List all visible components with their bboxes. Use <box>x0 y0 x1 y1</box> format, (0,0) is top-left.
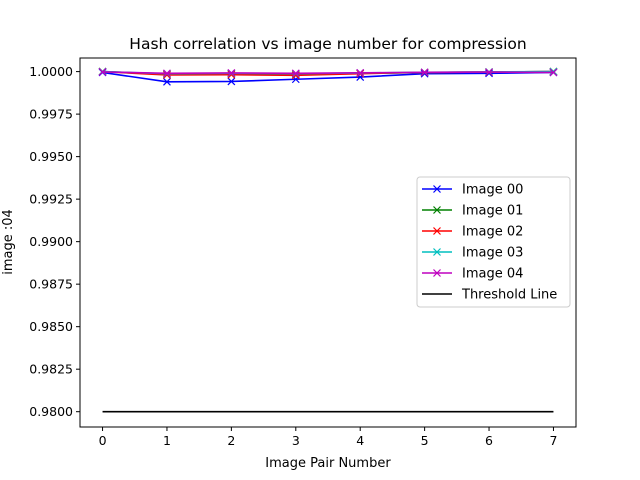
series-line <box>102 71 554 75</box>
y-tick-label: 0.9975 <box>29 107 73 122</box>
y-tick-label: 0.9925 <box>29 192 73 207</box>
x-tick-label: 7 <box>549 433 557 448</box>
legend-entry: Image 04 <box>422 267 523 282</box>
legend: Image 00 Image 01 Image 02 Image 03 Image 04… <box>416 176 571 308</box>
legend-marker <box>433 206 441 214</box>
legend-entry: Image 00 <box>422 183 523 198</box>
legend-marker <box>433 269 441 277</box>
legend-entry: Image 01 <box>422 204 523 219</box>
y-tick-label: 0.9900 <box>29 234 73 249</box>
data-point <box>485 69 493 78</box>
y-axis-ticks: 0.9800 0.9825 0.9850 0.9875 0.9900 0.9925 0.99… <box>29 64 80 419</box>
data-point <box>227 77 236 86</box>
data-point <box>163 69 171 78</box>
legend-label: Image 03 <box>462 246 523 261</box>
legend-marker <box>433 248 441 256</box>
legend-marker <box>433 227 441 235</box>
legend-label: Image 04 <box>462 267 523 282</box>
series-line <box>102 71 554 83</box>
legend-entry: Image 02 <box>422 225 523 240</box>
legend-label: Image 02 <box>462 225 523 240</box>
x-tick-label: 6 <box>485 433 493 448</box>
series-layer <box>98 67 558 413</box>
legend-frame <box>416 176 571 308</box>
x-axis-label: Image Pair Number <box>265 456 391 471</box>
axes-frame <box>79 57 577 428</box>
legend-label: Threshold Line <box>461 288 557 303</box>
x-tick-label: 2 <box>227 433 235 448</box>
legend-items: Image 00 Image 01 Image 02 Image 03 Image 04… <box>422 183 557 303</box>
data-point <box>163 77 171 86</box>
x-tick-label: 5 <box>421 433 429 448</box>
data-point <box>485 68 493 77</box>
legend-marker <box>433 185 441 193</box>
y-tick-label: 0.9800 <box>29 404 73 419</box>
chart-title: Hash correlation vs image number for com… <box>129 35 526 53</box>
y-tick-label: 0.9825 <box>29 362 73 377</box>
y-tick-label: 0.9950 <box>29 149 73 164</box>
series-image-04 <box>98 68 558 78</box>
x-tick-label: 3 <box>292 433 300 448</box>
x-tick-label: 4 <box>356 433 364 448</box>
legend-label: Image 00 <box>462 183 523 198</box>
data-point <box>356 68 365 77</box>
data-point <box>227 69 236 77</box>
data-point <box>291 69 300 78</box>
y-axis-label: image :04 <box>1 209 16 275</box>
x-axis-ticks: 0 1 2 3 4 5 6 7 <box>99 427 557 448</box>
y-tick-label: 0.9850 <box>29 319 73 334</box>
y-tick-label: 1.0000 <box>29 64 73 79</box>
legend-entry: Threshold Line <box>422 288 557 303</box>
data-point <box>549 67 558 76</box>
x-tick-label: 1 <box>163 433 171 448</box>
legend-entry: Image 03 <box>422 246 523 261</box>
data-point <box>420 68 429 77</box>
y-tick-label: 0.9875 <box>29 277 73 292</box>
data-point <box>549 68 558 77</box>
x-tick-label: 0 <box>99 433 107 448</box>
data-point <box>420 69 429 78</box>
legend-label: Image 01 <box>462 204 523 219</box>
data-point <box>98 68 107 76</box>
